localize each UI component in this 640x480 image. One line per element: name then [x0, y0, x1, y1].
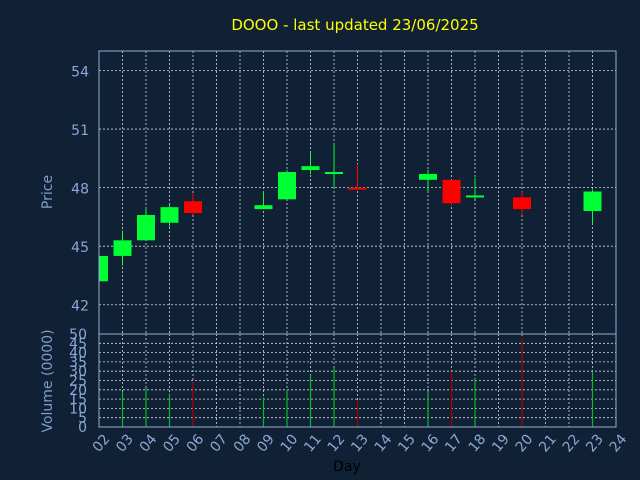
x-axis-label: Day [333, 459, 361, 475]
candle-day-23 [583, 189, 602, 225]
candle-body [99, 255, 108, 282]
candle-day-20 [513, 191, 531, 215]
candle-body [137, 214, 155, 241]
candle-body [583, 191, 602, 212]
volume-y-tick-label: 0 [78, 420, 87, 436]
price-y-tick-label: 54 [71, 65, 89, 81]
candle-body [113, 240, 132, 256]
volume-y-tick-label: 50 [69, 327, 87, 343]
volume-y-tick-label: 30 [69, 364, 87, 380]
candle-body [419, 173, 437, 180]
candle-body [442, 179, 461, 204]
chart-title: DOOO - last updated 23/06/2025 [231, 16, 478, 34]
price-y-axis-label: Price [40, 175, 56, 209]
candle-day-12 [325, 142, 343, 188]
volume-y-tick-label: 40 [69, 346, 87, 362]
price-y-tick-label: 48 [71, 182, 89, 198]
candle-day-6 [184, 193, 202, 215]
price-y-tick-label: 42 [71, 299, 89, 315]
x-ticks: 02 03 04 05 06 07 08 09 10 11 12 13 14 15 16 17 18 19 20 21… [90, 431, 631, 455]
candle-day-2 [98, 253, 108, 282]
candle-day-13 [348, 164, 367, 190]
volume-y-tick-label: 45 [69, 336, 87, 352]
price-candles [98, 142, 602, 282]
candle-day-3 [113, 230, 132, 266]
volume-y-axis-label: Volume (0000) [40, 329, 56, 432]
candle-body [278, 172, 296, 200]
candle-body [254, 205, 273, 210]
volume-bars [121, 337, 594, 427]
candle-day-18 [466, 177, 484, 200]
volume-y-tick-label: 25 [69, 374, 87, 390]
candle-day-16 [419, 170, 437, 192]
candle-body [466, 195, 484, 198]
candle-day-10 [278, 170, 296, 200]
volume-y-tick-label: 20 [69, 383, 87, 399]
volume-y-tick-label: 10 [69, 401, 87, 417]
price-y-tick-label: 45 [71, 240, 89, 256]
candle-body [184, 201, 202, 213]
volume-y-tick-label: 15 [69, 392, 87, 408]
candle-day-9 [254, 191, 273, 210]
volume-y-tick-label: 35 [69, 355, 87, 371]
candle-day-11 [301, 152, 320, 174]
price-y-tick-label: 51 [71, 123, 89, 139]
candle-body [348, 187, 367, 190]
candle-body [301, 166, 320, 171]
candle-body [325, 172, 343, 175]
candle-day-17 [442, 179, 461, 206]
volume-y-tick-label: 5 [78, 411, 87, 427]
price-y-ticks: 42 45 48 51 54 [71, 65, 89, 315]
candle-body [160, 207, 179, 223]
candle-body [513, 197, 531, 210]
candle-day-5 [160, 205, 179, 227]
volume-panel-frame [98, 333, 617, 428]
candle-day-4 [137, 207, 155, 241]
